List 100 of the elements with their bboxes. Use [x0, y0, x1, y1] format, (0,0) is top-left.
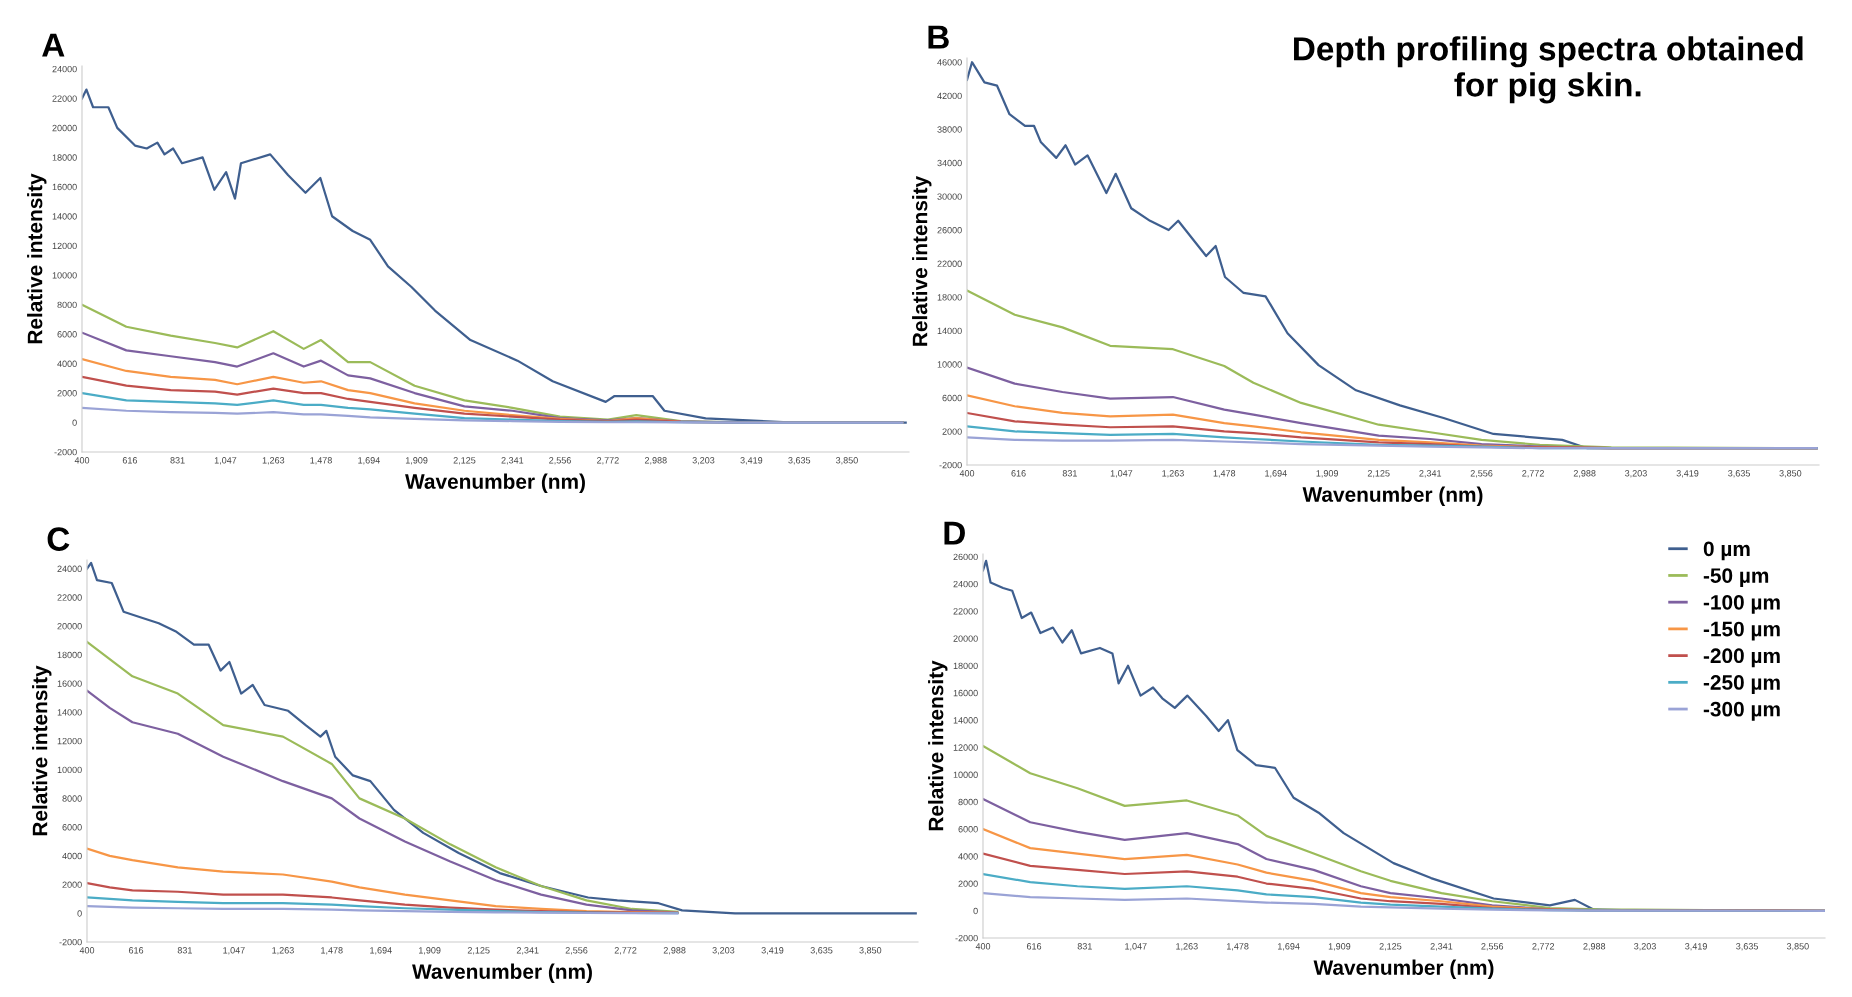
x-tick-label: 2,988	[1573, 470, 1596, 478]
y-tick-label: -2000	[955, 934, 978, 942]
y-tick-label: 10000	[57, 766, 82, 774]
y-tick-label: 8000	[57, 301, 77, 309]
x-tick-label: 616	[1011, 470, 1026, 477]
x-axis-title: Wavenumber (nm)	[1313, 959, 1494, 980]
x-tick-label: 3,850	[859, 947, 882, 955]
y-tick-label: 14000	[937, 327, 962, 335]
x-tick-label: 1,909	[405, 457, 428, 465]
x-tick-label: 3,203	[692, 457, 715, 465]
x-tick-label: 2,556	[549, 457, 571, 465]
annotation: Depth profiling spectra obtained for pig skin.	[1294, 36, 1803, 104]
x-tick-label: 616	[122, 457, 138, 464]
x-tick-label: 1,694	[370, 947, 392, 955]
legend-label: -200 µm	[1703, 648, 1780, 668]
legend-label: -300 µm	[1703, 701, 1780, 721]
x-tick-label: 2,125	[1367, 470, 1390, 478]
y-tick-label: 10000	[953, 771, 978, 778]
line-series	[82, 406, 904, 424]
y-tick-label: 30000	[937, 193, 962, 200]
y-tick-label: 12000	[57, 737, 82, 745]
x-tick-label: 3,419	[1676, 470, 1699, 478]
line-series	[87, 689, 679, 914]
y-tick-label: 4000	[57, 360, 77, 367]
x-tick-label: 2,772	[1532, 943, 1555, 951]
x-tick-label: 1,909	[419, 947, 441, 955]
x-tick-label: 3,850	[1786, 943, 1809, 951]
x-tick-label: 3,635	[1736, 943, 1758, 951]
x-tick-label: 831	[1062, 470, 1077, 477]
x-tick-label: 2,772	[614, 947, 637, 955]
y-tick-label: 20000	[953, 635, 978, 642]
x-tick-label: 2,772	[597, 457, 619, 465]
y-tick-label: 16000	[953, 689, 978, 697]
x-tick-label: 831	[1077, 943, 1092, 950]
line-series	[87, 904, 679, 915]
x-tick-label: 400	[975, 943, 991, 950]
x-tick-label: 1,694	[358, 457, 380, 465]
chart-title: C	[47, 527, 70, 551]
x-tick-label: 400	[74, 457, 90, 464]
y-tick-label: 2000	[958, 880, 978, 887]
y-tick-label: 2000	[62, 881, 82, 888]
line-series	[967, 436, 1818, 450]
y-tick-label: 38000	[937, 126, 962, 133]
x-tick-label: 1,909	[1316, 470, 1338, 478]
y-tick-label: 8000	[62, 795, 82, 802]
x-tick-label: 3,635	[810, 947, 833, 955]
y-tick-label: 6000	[942, 394, 962, 402]
x-tick-label: 1,047	[1125, 943, 1147, 951]
y-tick-label: 6000	[62, 824, 82, 831]
y-tick-label: 42000	[937, 92, 962, 100]
y-tick-label: 8000	[958, 798, 978, 806]
y-tick-label: 2000	[942, 428, 962, 435]
x-tick-label: 1,047	[214, 457, 237, 465]
x-tick-label: 3,419	[1685, 943, 1707, 951]
y-tick-label: 18000	[52, 154, 77, 161]
y-tick-label: 18000	[57, 651, 82, 659]
x-tick-label: 2,988	[644, 457, 667, 465]
legend-label: -100 µm	[1703, 594, 1780, 614]
x-tick-label: 3,203	[1625, 470, 1647, 478]
x-tick-label: 3,419	[740, 457, 763, 465]
x-axis-title: Wavenumber (nm)	[1302, 486, 1483, 507]
y-tick-label: 14000	[953, 717, 978, 724]
x-axis-title: Wavenumber (nm)	[405, 473, 585, 494]
x-tick-label: 400	[79, 947, 95, 954]
x-tick-label: 1,909	[1328, 943, 1351, 951]
legend-label: 0 µm	[1703, 541, 1750, 561]
y-tick-label: 22000	[937, 260, 962, 267]
y-tick-label: 12000	[953, 744, 978, 751]
x-tick-label: 2,125	[453, 457, 476, 465]
y-tick-label: 20000	[52, 124, 77, 132]
x-tick-label: 3,419	[761, 947, 784, 955]
y-tick-label: 24000	[57, 565, 82, 572]
chart-title: A	[42, 33, 65, 57]
y-tick-label: 24000	[953, 580, 978, 588]
y-tick-label: 6000	[958, 826, 978, 833]
y-tick-label: 22000	[953, 608, 978, 615]
x-tick-label: 1,478	[1227, 943, 1249, 951]
y-tick-label: 0	[973, 907, 978, 915]
y-tick-label: 18000	[953, 662, 978, 670]
x-tick-label: 2,988	[663, 947, 686, 955]
y-tick-label: 22000	[52, 95, 77, 102]
y-tick-label: 14000	[57, 709, 82, 716]
x-tick-label: 1,694	[1265, 470, 1287, 478]
y-axis-title: Relative intensity	[32, 665, 52, 836]
y-tick-label: 14000	[52, 213, 77, 220]
y-tick-label: 22000	[57, 594, 82, 601]
y-tick-label: 0	[77, 910, 82, 917]
chart-title: B	[928, 25, 949, 49]
x-tick-label: 616	[128, 947, 144, 954]
x-tick-label: 3,203	[712, 947, 735, 955]
x-tick-label: 2,772	[1522, 470, 1544, 478]
x-tick-label: 1,047	[223, 947, 245, 955]
y-tick-label: 24000	[52, 65, 77, 73]
y-axis-title: Relative intensity	[27, 173, 47, 344]
chart-title: D	[944, 521, 965, 545]
y-tick-label: 12000	[52, 242, 77, 250]
y-tick-label: 26000	[953, 553, 978, 561]
y-tick-label: 20000	[57, 623, 82, 630]
x-tick-label: 2,341	[1430, 943, 1453, 951]
y-tick-label: 4000	[62, 852, 82, 860]
